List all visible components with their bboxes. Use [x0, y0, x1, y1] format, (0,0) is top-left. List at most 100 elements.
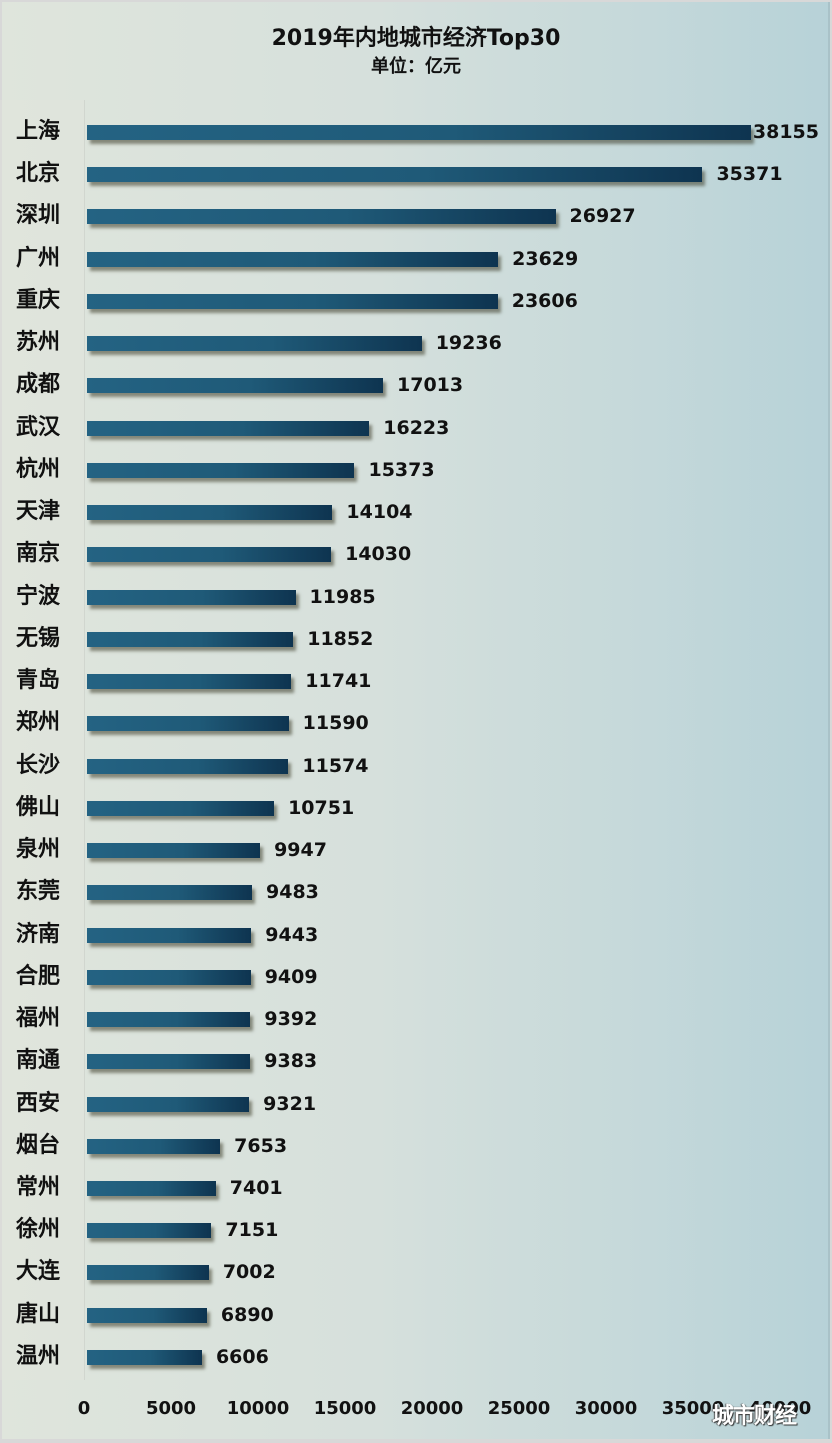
bar-row: 唐山 6890	[0, 1301, 832, 1327]
category-label: 郑州	[16, 710, 61, 736]
category-label: 天津	[16, 499, 61, 525]
bar-row: 徐州 7151	[0, 1217, 832, 1242]
bar	[87, 505, 333, 521]
x-tick-label: 0	[77, 1398, 91, 1419]
bar	[87, 336, 422, 352]
bar-row: 重庆 23606	[0, 287, 832, 313]
bar-row: 无锡 11852	[0, 626, 832, 651]
category-label: 上海	[16, 119, 61, 144]
value-label: 9443	[265, 923, 319, 946]
x-tick-label: 35000	[661, 1398, 725, 1419]
bar	[87, 1096, 250, 1112]
bar	[87, 1223, 212, 1239]
bar	[87, 1181, 216, 1196]
bar-row: 大连 7002	[0, 1259, 832, 1285]
category-label: 南通	[16, 1048, 61, 1074]
bar-row: 郑州 11590	[0, 710, 832, 736]
value-label: 7401	[229, 1177, 283, 1199]
bar	[87, 927, 252, 943]
bar-row: 常州 7401	[0, 1175, 832, 1200]
value-label: 6890	[220, 1303, 274, 1326]
category-label: 北京	[16, 161, 61, 187]
bar	[87, 1054, 251, 1070]
value-label: 11741	[305, 670, 372, 693]
bar-row: 宁波 11985	[0, 584, 832, 609]
bar	[87, 547, 332, 563]
bar	[87, 420, 370, 436]
value-label: 11574	[302, 754, 369, 777]
bar	[87, 125, 751, 140]
x-tick-label: 5000	[145, 1398, 197, 1419]
bar	[87, 800, 275, 816]
category-label: 成都	[16, 372, 61, 398]
value-label: 9947	[274, 839, 327, 862]
bar-row: 成都 17013	[0, 372, 832, 398]
value-label: 10751	[288, 796, 355, 819]
bar	[87, 758, 289, 774]
x-tick-label: 15000	[313, 1398, 377, 1419]
value-label: 11590	[302, 712, 369, 735]
x-tick-label: 20000	[400, 1398, 464, 1419]
bar-row: 长沙 11574	[0, 752, 832, 778]
category-label: 佛山	[16, 794, 61, 820]
value-label: 23629	[512, 247, 579, 270]
x-tick-label: 25000	[487, 1398, 551, 1419]
value-label: 9483	[266, 881, 319, 904]
value-label: 7151	[225, 1219, 279, 1242]
value-label: 16223	[383, 416, 450, 439]
value-label: 6606	[215, 1345, 269, 1368]
chart-title: 2019年内地城市经济Top30	[271, 26, 561, 51]
category-label: 济南	[16, 921, 61, 947]
bar-row: 佛山 10751	[0, 794, 832, 820]
bar	[87, 167, 703, 183]
value-label: 14030	[345, 543, 412, 566]
bar-row: 杭州 15373	[0, 456, 832, 482]
value-label: 11985	[309, 585, 376, 608]
category-label: 唐山	[16, 1301, 61, 1327]
category-label: 大连	[16, 1259, 61, 1285]
value-label: 17013	[397, 374, 464, 397]
category-label: 长沙	[16, 752, 61, 778]
x-tick-label: 10000	[226, 1398, 290, 1419]
bar-row: 温州 6606	[0, 1343, 832, 1369]
bar	[87, 631, 294, 647]
category-label: 泉州	[16, 837, 61, 863]
value-label: 9409	[264, 965, 318, 988]
x-tick-label: 40000	[748, 1398, 812, 1419]
category-label: 苏州	[16, 330, 61, 356]
x-axis: 0 5000 10000 15000 20000 25000 30000 35000 40000	[0, 1398, 832, 1424]
category-label: 杭州	[16, 456, 61, 482]
bar-row: 北京 35371	[0, 161, 832, 187]
bar	[87, 969, 251, 985]
bar	[87, 209, 556, 225]
bar-row: 合肥 9409	[0, 964, 832, 989]
category-label: 武汉	[16, 414, 61, 440]
value-label: 19236	[435, 332, 502, 355]
bar-row: 泉州 9947	[0, 837, 832, 863]
bar-row: 苏州 19236	[0, 330, 832, 356]
value-label: 9392	[264, 1008, 318, 1031]
bar-row: 济南 9443	[0, 921, 832, 947]
category-label: 重庆	[16, 287, 61, 313]
bar-row: 青岛 11741	[0, 668, 832, 694]
value-label: 7002	[222, 1261, 276, 1284]
value-label: 35371	[716, 163, 783, 186]
bar	[87, 1138, 221, 1154]
value-label: 11852	[307, 627, 374, 650]
bar	[87, 589, 296, 605]
category-label: 常州	[16, 1175, 61, 1200]
bar-row: 广州 23629	[0, 246, 832, 271]
bar-row: 深圳 26927	[0, 203, 832, 228]
bar-row: 天津 14104	[0, 499, 832, 525]
bar-row: 南通 9383	[0, 1048, 832, 1074]
category-label: 温州	[16, 1343, 61, 1369]
bar-row: 东莞 9483	[0, 879, 832, 904]
category-label: 青岛	[16, 668, 61, 694]
value-label: 9383	[264, 1050, 318, 1073]
bar	[87, 674, 292, 690]
bar-row: 烟台 7653	[0, 1133, 832, 1158]
value-label: 14104	[346, 501, 413, 524]
value-label: 7653	[234, 1134, 288, 1157]
value-label: 9321	[263, 1092, 317, 1115]
